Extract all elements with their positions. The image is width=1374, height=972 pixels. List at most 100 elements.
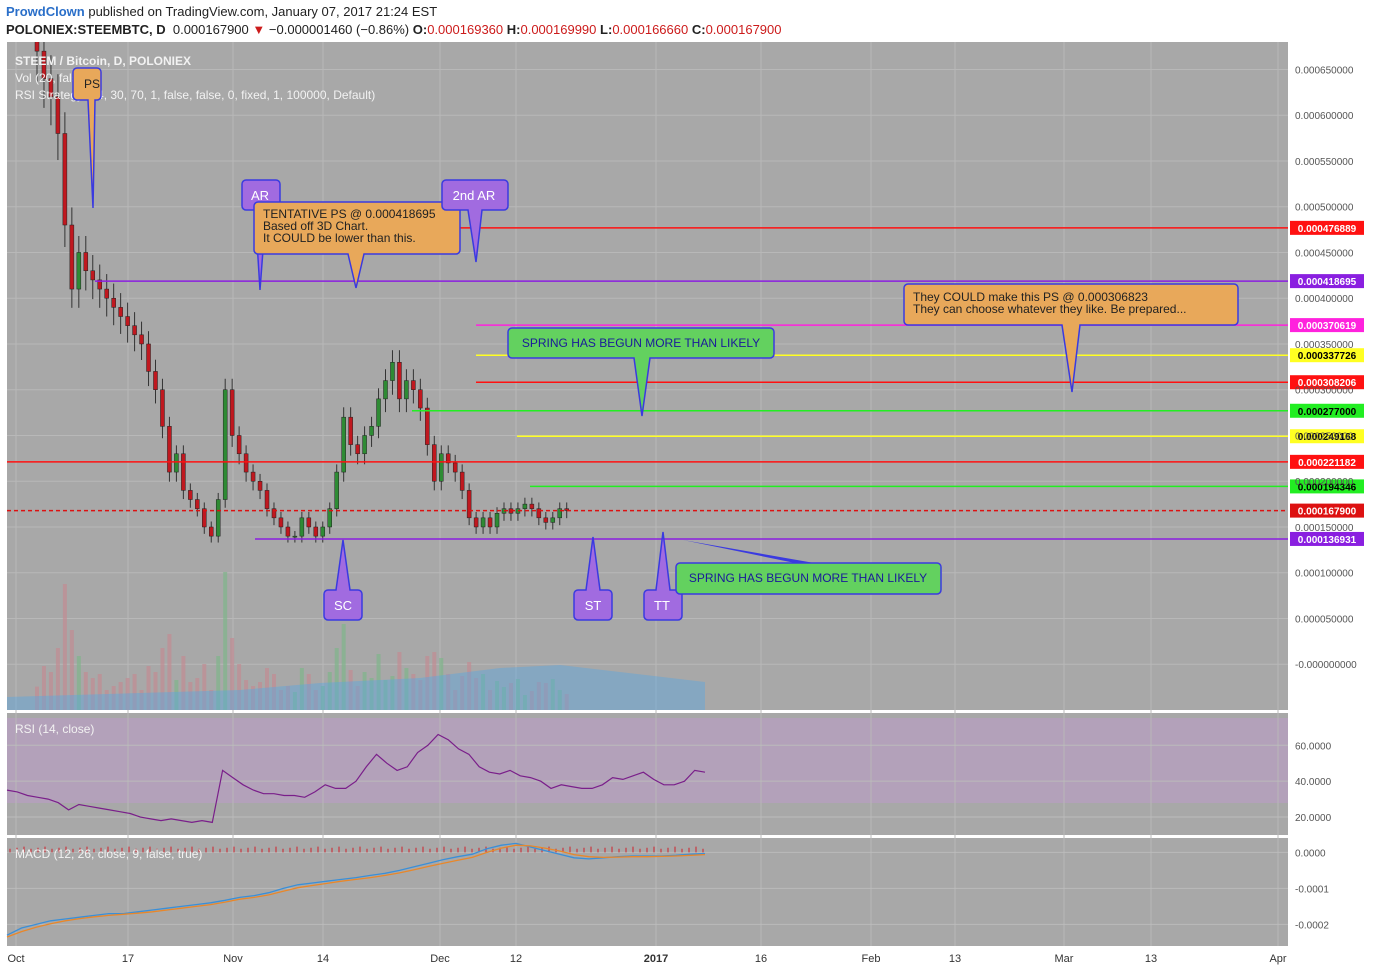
- volume-bar: [536, 682, 541, 710]
- volume-bar: [153, 672, 158, 710]
- rsi-legend: RSI (14, close): [15, 722, 94, 736]
- candle-body: [83, 252, 89, 272]
- candle-body: [348, 416, 353, 445]
- tentative-ps-callout: TENTATIVE PS @ 0.000418695 Based off 3D C…: [253, 201, 461, 289]
- candle-body: [271, 508, 277, 519]
- volume-bar: [195, 678, 200, 710]
- macd-series: [6, 842, 706, 936]
- volume-legend: Vol (20, false): [15, 71, 88, 85]
- candle-body: [125, 316, 130, 326]
- ps-callout: PS: [72, 67, 102, 209]
- time-tick-label: 13: [1145, 953, 1157, 965]
- future-ps-callout: They COULD make this PS @ 0.000306823 The…: [903, 283, 1239, 393]
- candle-body: [543, 517, 549, 523]
- volume-bar: [209, 690, 214, 710]
- price-tick-label: 0.000200000: [1295, 477, 1354, 488]
- volume-bar: [306, 674, 311, 710]
- candle-body: [439, 453, 444, 482]
- candle-body: [48, 78, 54, 98]
- symbol-name: POLONIEX:STEEMBTC, D: [6, 22, 166, 37]
- candle-body: [202, 508, 207, 528]
- price-chart[interactable]: 0.000476889 0.000418695 0.000370619 0.00033…: [0, 42, 1374, 972]
- volume-bar: [244, 680, 249, 710]
- price-tick-label: 0.000500000: [1295, 203, 1354, 214]
- open-value: 0.000169360: [427, 22, 504, 37]
- candle-body: [480, 517, 486, 528]
- level-price-label: 0.000476889: [1298, 224, 1357, 235]
- price-tick-label: 0.000350000: [1295, 340, 1354, 351]
- volume-bar: [76, 656, 81, 710]
- candle-body: [536, 508, 542, 519]
- volume-bar: [432, 652, 437, 710]
- volume-bar: [411, 674, 416, 710]
- callout-line: Based off 3D Chart.: [263, 219, 368, 233]
- candle-body: [285, 526, 291, 537]
- candle-body: [487, 517, 493, 528]
- volume-bar: [251, 686, 256, 710]
- candle-body: [167, 426, 172, 473]
- candle-body: [299, 517, 305, 537]
- price-tick-label: -0.000000000: [1295, 660, 1357, 671]
- price-tick-label: 0.000550000: [1295, 157, 1354, 168]
- candle-body: [90, 270, 96, 281]
- volume-bar: [404, 668, 409, 710]
- tt-label: TT: [654, 598, 670, 613]
- author-link[interactable]: ProwdClown: [6, 4, 85, 19]
- price-tick-label: 0.000100000: [1295, 569, 1354, 580]
- candle-body: [397, 362, 402, 400]
- candle-body: [327, 508, 332, 528]
- candle-body: [341, 416, 346, 473]
- candle-body: [229, 389, 235, 436]
- volume-bar: [529, 691, 534, 710]
- level-price-tag: [1290, 318, 1364, 333]
- candle-body: [529, 503, 535, 509]
- candle-body: [550, 517, 556, 523]
- candle-body: [62, 133, 68, 226]
- future-ps-text: They COULD make this PS @ 0.000306823 The…: [913, 290, 1187, 316]
- macd-series: [6, 844, 706, 938]
- level-price-tag: [1290, 274, 1364, 289]
- candle-body: [195, 499, 200, 509]
- candle-body: [153, 371, 158, 390]
- volume-bar: [467, 662, 472, 710]
- candle-body: [522, 503, 528, 509]
- volume-bar: [271, 674, 276, 710]
- published-text: published on TradingView.com, January 07…: [88, 4, 438, 19]
- candle-body: [313, 526, 319, 537]
- level-price-tag: [1290, 348, 1364, 363]
- volume-bar: [439, 658, 444, 710]
- spring-text-bottom: SPRING HAS BEGUN MORE THAN LIKELY: [689, 571, 927, 585]
- candle-body: [257, 480, 263, 491]
- candle-body: [418, 389, 423, 409]
- price-tick-label: 0.000300000: [1295, 386, 1354, 397]
- level-price-label: 0.000337726: [1298, 351, 1357, 362]
- candle-body: [250, 471, 256, 482]
- time-tick-label: 17: [122, 953, 134, 965]
- volume-bar: [48, 672, 53, 710]
- level-price-label: 0.000308206: [1298, 378, 1357, 389]
- rsi-line: 60.0000 40.0000 20.0000: [6, 733, 1332, 824]
- candle-body: [174, 453, 179, 473]
- volume-bar: [132, 674, 137, 710]
- volume-bar: [90, 678, 95, 710]
- volume-bar: [327, 672, 332, 710]
- volume-bar: [174, 680, 179, 710]
- volume-bar: [362, 672, 367, 710]
- open-label: O:: [412, 22, 428, 37]
- volume-bar: [495, 681, 500, 710]
- candle-body: [411, 380, 416, 390]
- volume-bar: [515, 679, 520, 710]
- candle-body: [445, 453, 451, 464]
- candle-body: [557, 508, 562, 519]
- candle-body: [41, 50, 47, 79]
- volume-bar: [474, 678, 479, 710]
- time-tick-label: 16: [755, 953, 767, 965]
- volume-bar: [397, 652, 402, 710]
- volume-bars: [7, 572, 705, 710]
- volume-ma: [7, 665, 705, 710]
- ps-label: PS: [84, 77, 100, 91]
- time-tick-label: Feb: [862, 953, 881, 965]
- volume-bar: [355, 686, 360, 710]
- volume-bar: [376, 654, 381, 710]
- high-value: 0.000169990: [520, 22, 597, 37]
